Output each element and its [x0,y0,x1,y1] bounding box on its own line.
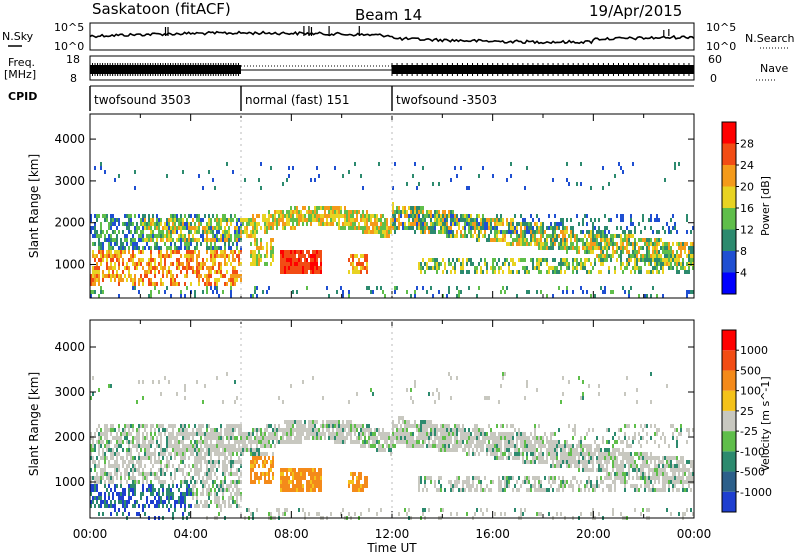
velocity-colorbar-swatch [722,370,736,391]
velocity-ytick-label: 4000 [54,340,85,354]
noise-left-tick-top: 10^5 [54,21,84,34]
noise-sky-line [89,30,695,45]
freq-left-tick-top: 18 [66,53,80,66]
nsky-label: N.Sky [2,30,34,43]
nsearch-label: N.Search [745,32,795,45]
velocity-colorbar-tick: 500 [740,364,761,377]
velocity-colorbar-tick: -1000 [740,486,772,499]
x-tick-label: 12:00 [375,527,410,541]
power-colorbar-swatch [722,143,736,165]
power-ytick-label: 4000 [54,132,85,146]
x-tick-label: 04:00 [173,527,208,541]
power-colorbar-swatch [722,165,736,187]
power-ytick-label: 2000 [54,216,85,230]
velocity-colorbar-swatch [722,330,736,351]
power-colorbar-tick: 24 [740,159,754,172]
velocity-echo-cells [90,372,694,520]
x-tick-label: 00:00 [73,527,108,541]
power-colorbar-swatch [722,272,736,294]
cpid-panel: twofsound 3503 normal (fast) 151 twofsound… [89,85,694,111]
cpid-segment-label: twofsound -3503 [396,93,497,107]
velocity-colorbar-swatch [722,410,736,432]
velocity-colorbar-tick: 1000 [740,344,768,357]
power-colorbar-tick: 28 [740,138,754,151]
x-tick-label: 08:00 [274,527,309,541]
velocity-colorbar-swatch [722,350,736,371]
freq-label: Freq. [8,56,35,69]
power-colorbar-tick: 16 [740,202,754,215]
cpid-label: CPID [8,90,37,103]
velocity-panel: 4000 3000 2000 1000 [54,319,695,520]
power-colorbar: 28 24 20 16 12 8 4 [721,121,754,295]
cpid-segment-label: normal (fast) 151 [245,93,349,107]
power-colorbar-swatch [722,186,736,208]
power-colorbar-tick: 12 [740,224,754,237]
power-ylabel: Slant Range [km] [27,154,41,258]
noise-right-tick-bottom: 10^0 [706,40,736,53]
velocity-ytick-label: 2000 [54,430,85,444]
x-tick-label: 16:00 [475,527,510,541]
power-colorbar-swatch [722,208,736,230]
velocity-colorbar-swatch [722,451,736,472]
velocity-colorbar: 1000 500 100 25 -25 -100 -500 -1000 [721,329,772,513]
date-title: 19/Apr/2015 [589,2,682,20]
velocity-colorbar-tick: 25 [740,405,754,418]
x-tick-label: 00:00 [677,527,712,541]
power-panel: 4000 3000 2000 1000 [54,113,695,299]
freq-unit-label: [MHz] [4,68,36,81]
power-colorbar-swatch [722,251,736,273]
power-echo-cells [90,162,694,298]
power-colorbar-swatch [722,122,736,144]
freq-right-tick-bottom: 0 [710,72,717,85]
beam-title: Beam 14 [355,6,422,24]
power-colorbar-label: Power [dB] [759,176,772,236]
velocity-colorbar-swatch [722,471,736,492]
velocity-ytick-label: 3000 [54,385,85,399]
cpid-segment-label: twofsound 3503 [94,93,191,107]
power-colorbar-tick: 8 [740,245,747,258]
noise-left-tick-bottom: 10^0 [54,40,84,53]
power-ytick-label: 3000 [54,174,85,188]
x-tick-labels: 00:00 04:00 08:00 12:00 16:00 20:00 00:00 [73,527,712,541]
freq-left-tick-bottom: 8 [70,72,77,85]
velocity-colorbar-tick: -500 [740,466,765,479]
power-colorbar-swatch [722,229,736,251]
velocity-colorbar-tick: -25 [740,425,758,438]
power-ytick-label: 1000 [54,258,85,272]
freq-right-tick-top: 60 [708,53,722,66]
nave-label: Nave [760,62,788,75]
noise-right-tick-top: 10^5 [706,21,736,34]
velocity-colorbar-swatch [722,390,736,411]
velocity-colorbar-swatch [722,491,736,512]
velocity-colorbar-tick: 100 [740,385,761,398]
noise-trace [89,26,695,45]
freq-trace [89,63,694,76]
power-colorbar-tick: 4 [740,267,747,280]
x-axis-label: Time UT [366,541,417,554]
velocity-colorbar-tick: -100 [740,445,765,458]
velocity-ytick-label: 1000 [54,475,85,489]
x-tick-label: 20:00 [576,527,611,541]
velocity-colorbar-label: Velocity [m s^-1] [759,376,772,471]
velocity-ylabel: Slant Range [km] [27,372,41,476]
power-colorbar-tick: 20 [740,181,754,194]
velocity-colorbar-swatch [722,431,736,452]
station-title: Saskatoon (fitACF) [92,0,231,18]
